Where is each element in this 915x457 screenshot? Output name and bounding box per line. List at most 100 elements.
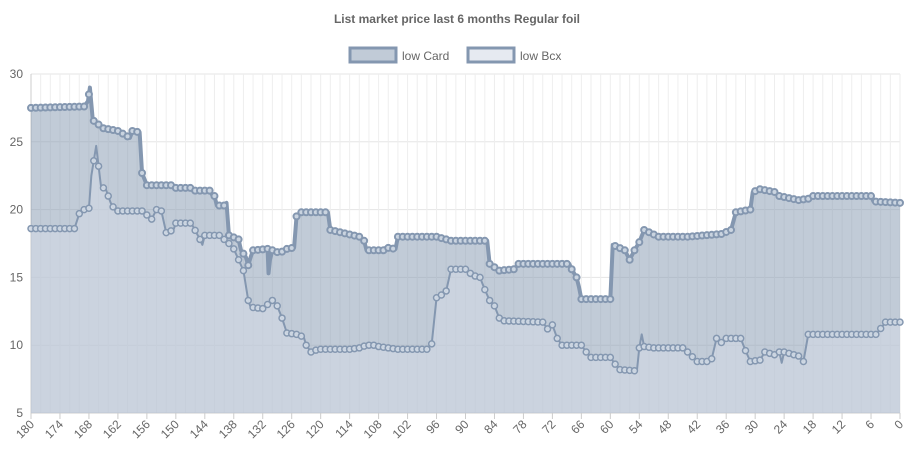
data-point-low-bcx[interactable] [481,285,489,294]
data-point-low-bcx[interactable] [794,352,803,360]
data-point-low-bcx[interactable] [230,245,238,253]
data-point-low-bcx[interactable] [85,204,93,212]
data-point-low-bcx[interactable] [683,348,692,356]
data-point-low-card[interactable] [123,132,132,141]
x-tick-label: 6 [863,417,878,432]
data-point-low-bcx[interactable] [476,273,484,282]
data-point-low-card[interactable] [509,265,518,274]
data-point-low-bcx[interactable] [186,219,195,227]
data-point-low-bcx[interactable] [461,265,470,274]
data-point-low-bcx[interactable] [717,338,726,347]
data-point-low-card[interactable] [80,102,89,111]
data-point-low-card[interactable] [138,168,147,177]
data-point-low-bcx[interactable] [196,235,204,244]
data-point-low-card[interactable] [210,192,219,201]
data-point-low-bcx[interactable] [437,291,446,299]
points-low-bcx [27,157,904,375]
data-point-low-bcx[interactable] [104,192,112,200]
data-point-low-bcx[interactable] [75,209,84,218]
data-point-low-card[interactable] [360,236,369,245]
data-point-low-bcx[interactable] [138,207,146,215]
data-point-low-bcx[interactable] [490,302,499,310]
data-point-low-bcx[interactable] [630,367,639,375]
data-point-low-card[interactable] [287,244,296,253]
data-point-low-bcx[interactable] [234,256,243,264]
data-point-low-bcx[interactable] [215,231,224,240]
data-point-low-card[interactable] [606,295,615,304]
x-tick-label: 72 [539,417,559,437]
data-point-low-bcx[interactable] [679,344,687,352]
data-point-low-bcx[interactable] [143,211,151,219]
data-point-low-bcx[interactable] [157,207,166,215]
data-point-low-bcx[interactable] [191,226,199,235]
data-point-low-bcx[interactable] [423,345,431,354]
data-point-low-bcx[interactable] [220,235,228,244]
data-point-low-card[interactable] [355,232,364,241]
data-point-low-card[interactable] [480,236,489,245]
data-point-low-card[interactable] [239,249,248,258]
data-point-low-bcx[interactable] [263,300,272,309]
data-point-low-bcx[interactable] [109,203,117,211]
data-point-low-card[interactable] [572,273,581,282]
legend-item-low-bcx[interactable]: low Bcx [466,46,561,64]
data-point-low-bcx[interactable] [799,357,808,366]
data-point-low-bcx[interactable] [258,304,267,313]
data-point-low-bcx[interactable] [147,215,156,223]
data-point-low-bcx[interactable] [278,314,286,322]
data-point-low-card[interactable] [746,205,755,214]
data-point-low-card[interactable] [321,208,330,217]
data-point-low-bcx[interactable] [268,296,277,305]
data-point-low-card[interactable] [635,238,644,247]
data-point-low-bcx[interactable] [553,334,561,343]
data-point-low-bcx[interactable] [611,360,619,368]
data-point-low-card[interactable] [562,259,571,268]
data-point-low-bcx[interactable] [297,332,306,340]
data-point-low-bcx[interactable] [90,157,98,165]
data-point-low-bcx[interactable] [896,318,904,326]
data-point-low-bcx[interactable] [756,356,764,364]
data-point-low-bcx[interactable] [688,352,697,361]
data-point-low-bcx[interactable] [741,346,750,355]
data-point-low-card[interactable] [630,246,639,255]
legend-item-low-card[interactable]: low Card [348,46,449,64]
data-point-low-bcx[interactable] [99,184,108,192]
data-point-low-bcx[interactable] [70,224,79,233]
data-point-low-card[interactable] [292,212,301,221]
data-point-low-card[interactable] [133,127,142,136]
data-point-low-bcx[interactable] [167,227,175,235]
data-point-low-card[interactable] [620,246,629,255]
data-point-low-bcx[interactable] [582,348,590,356]
data-point-low-bcx[interactable] [485,296,494,305]
data-point-low-card[interactable] [896,198,904,207]
data-point-low-bcx[interactable] [273,302,281,310]
data-point-low-bcx[interactable] [707,355,716,363]
data-point-low-bcx[interactable] [712,334,721,343]
data-point-low-card[interactable] [205,186,214,195]
data-point-low-card[interactable] [727,225,736,234]
data-point-low-bcx[interactable] [94,162,103,170]
data-point-low-bcx[interactable] [244,296,252,305]
data-point-low-card[interactable] [567,265,576,274]
data-point-low-card[interactable] [220,201,229,210]
data-point-low-bcx[interactable] [548,321,557,329]
data-point-low-card[interactable] [625,255,634,264]
data-point-low-bcx[interactable] [239,266,248,275]
data-point-low-bcx[interactable] [427,340,436,348]
data-point-low-card[interactable] [389,244,398,253]
data-point-low-bcx[interactable] [577,341,586,349]
data-point-low-bcx[interactable] [543,325,552,333]
data-point-low-card[interactable] [867,192,876,201]
data-point-low-card[interactable] [84,90,93,99]
data-point-low-bcx[interactable] [225,239,233,248]
data-point-low-bcx[interactable] [442,287,450,295]
data-point-low-card[interactable] [244,261,253,270]
x-tick-label: 60 [597,417,617,437]
data-point-low-bcx[interactable] [876,324,885,333]
data-point-low-bcx[interactable] [606,353,615,362]
data-point-low-bcx[interactable] [538,318,547,326]
data-point-low-bcx[interactable] [736,334,745,343]
data-point-low-card[interactable] [234,235,243,244]
data-point-low-card[interactable] [770,187,779,196]
data-point-low-bcx[interactable] [302,341,310,349]
data-point-low-bcx[interactable] [872,330,880,339]
